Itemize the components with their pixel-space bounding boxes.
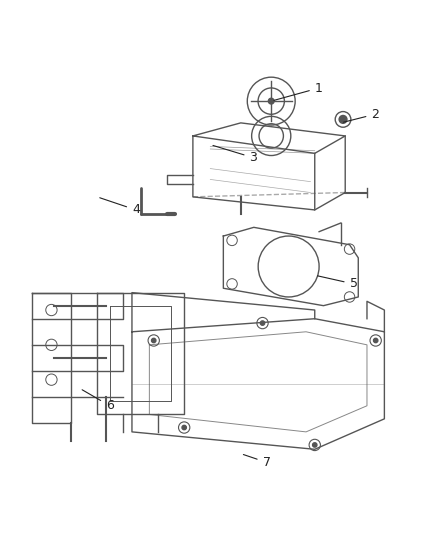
Circle shape xyxy=(313,443,317,447)
Text: 5: 5 xyxy=(318,276,357,290)
Text: 6: 6 xyxy=(82,390,114,412)
Circle shape xyxy=(182,425,186,430)
Circle shape xyxy=(374,338,378,343)
Text: 1: 1 xyxy=(274,82,323,100)
Text: 3: 3 xyxy=(213,146,258,164)
Circle shape xyxy=(339,116,347,123)
Circle shape xyxy=(268,98,274,104)
Circle shape xyxy=(152,338,156,343)
Text: 7: 7 xyxy=(244,455,271,469)
Text: 2: 2 xyxy=(343,108,379,122)
Circle shape xyxy=(260,321,265,325)
Text: 4: 4 xyxy=(100,198,140,216)
